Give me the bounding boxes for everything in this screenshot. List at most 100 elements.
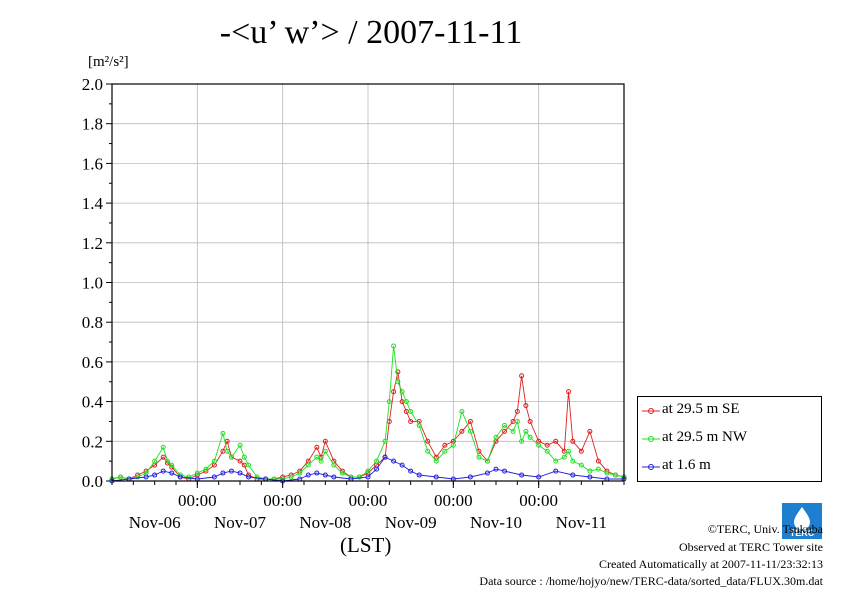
data-point <box>246 462 252 468</box>
data-point <box>519 373 525 379</box>
data-point <box>169 462 175 468</box>
data-point <box>484 458 490 464</box>
chart-title: -<u’ w’> / 2007-11-11 <box>219 14 523 51</box>
data-point <box>553 468 559 474</box>
data-point <box>152 458 158 464</box>
data-point <box>314 454 320 460</box>
data-point <box>254 474 260 480</box>
data-point <box>160 468 166 474</box>
data-point <box>595 466 601 472</box>
axis-ticks <box>106 83 625 488</box>
data-point <box>237 458 243 464</box>
data-point <box>425 438 431 444</box>
axis-labels: 0.0 0.2 0.4 0.6 0.8 1.0 1.2 1.4 1.6 1.8 2.0 00:00 00… <box>82 75 607 532</box>
data-point <box>331 462 337 468</box>
data-point <box>536 474 542 480</box>
data-point <box>570 438 576 444</box>
data-point <box>203 466 209 472</box>
y-tick-label: 0.4 <box>82 393 104 412</box>
x-date-label: Nov-10 <box>470 513 522 532</box>
data-point <box>356 474 362 480</box>
data-point <box>143 474 149 480</box>
data-point <box>318 458 324 464</box>
data-point <box>467 428 473 434</box>
data-point <box>220 470 226 476</box>
x-date-label: Nov-11 <box>556 513 607 532</box>
legend-marker-green <box>642 436 660 442</box>
data-point <box>228 454 234 460</box>
data-point <box>523 403 529 409</box>
data-point <box>425 448 431 454</box>
data-point <box>433 458 439 464</box>
series-line <box>111 456 624 482</box>
data-point <box>403 399 409 405</box>
data-point <box>459 428 465 434</box>
data-point <box>297 470 303 476</box>
data-point <box>241 454 247 460</box>
data-point <box>467 474 473 480</box>
data-point <box>322 438 328 444</box>
x-time-label: 00:00 <box>434 491 473 510</box>
legend-item-low: at 1.6 m <box>638 457 821 477</box>
data-point <box>211 474 217 480</box>
series-line <box>111 371 625 480</box>
legend-label-nw: at 29.5 m NW <box>662 429 747 445</box>
data-point <box>246 474 252 480</box>
data-point <box>228 468 234 474</box>
data-point <box>118 474 124 480</box>
data-point <box>587 428 593 434</box>
data-point <box>523 428 529 434</box>
data-point <box>365 474 371 480</box>
data-point <box>160 454 166 460</box>
data-point <box>510 428 516 434</box>
x-time-label: 00:00 <box>178 491 217 510</box>
data-point <box>502 428 508 434</box>
data-point <box>374 466 380 472</box>
data-point <box>544 442 550 448</box>
data-point <box>527 418 533 424</box>
x-date-label: Nov-08 <box>299 513 351 532</box>
data-point <box>395 369 401 375</box>
data-point <box>382 438 388 444</box>
data-point <box>339 470 345 476</box>
data-point <box>322 472 328 478</box>
data-point <box>288 474 294 480</box>
series-line <box>111 345 625 480</box>
data-point <box>536 442 542 448</box>
terc-logo-text: TERC <box>789 528 815 538</box>
footer-observed: Observed at TERC Tower site <box>678 540 823 554</box>
data-point <box>476 454 482 460</box>
data-point <box>408 418 414 424</box>
plot-frame <box>111 83 625 482</box>
data-point <box>322 448 328 454</box>
data-point <box>386 399 392 405</box>
data-point <box>519 472 525 478</box>
data-point <box>152 472 158 478</box>
data-point <box>211 458 217 464</box>
data-point <box>395 379 401 385</box>
x-time-label: 00:00 <box>519 491 558 510</box>
x-time-label: 00:00 <box>349 491 388 510</box>
data-point <box>484 470 490 476</box>
terc-logo: TERC <box>782 503 822 539</box>
x-axis-label: (LST) <box>340 533 392 557</box>
data-point <box>365 468 371 474</box>
data-point <box>314 444 320 450</box>
data-point <box>408 409 414 415</box>
grid <box>112 83 624 482</box>
data-point <box>305 462 311 468</box>
data-point <box>194 470 200 476</box>
legend-marker-red <box>642 408 660 414</box>
data-point <box>433 474 439 480</box>
y-tick-label: 2.0 <box>82 75 103 94</box>
y-axis-unit: [m²/s²] <box>88 54 129 70</box>
data-point <box>612 472 618 478</box>
data-point <box>595 458 601 464</box>
data-point <box>391 458 397 464</box>
y-tick-label: 0.0 <box>82 472 103 491</box>
data-point <box>135 474 141 480</box>
y-tick-label: 1.6 <box>82 154 103 173</box>
terc-logo-icon <box>782 503 822 539</box>
data-point <box>399 462 405 468</box>
